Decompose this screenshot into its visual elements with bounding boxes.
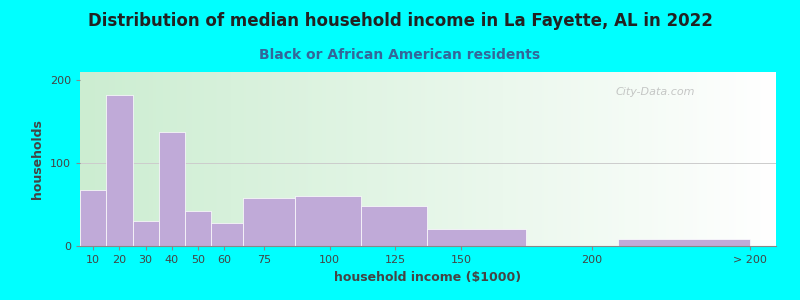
Bar [158,132,185,246]
X-axis label: household income ($1000): household income ($1000) [334,271,522,284]
Bar [426,230,526,246]
Y-axis label: households: households [31,119,44,199]
Bar [106,95,133,246]
Bar [618,239,750,246]
Text: City-Data.com: City-Data.com [616,87,695,97]
Bar [211,223,243,246]
Text: Black or African American residents: Black or African American residents [259,48,541,62]
Bar [133,221,158,246]
Bar [243,198,295,246]
Bar [295,196,361,246]
Text: Distribution of median household income in La Fayette, AL in 2022: Distribution of median household income … [87,12,713,30]
Bar [361,206,426,246]
Bar [80,190,106,246]
Bar [185,211,211,246]
